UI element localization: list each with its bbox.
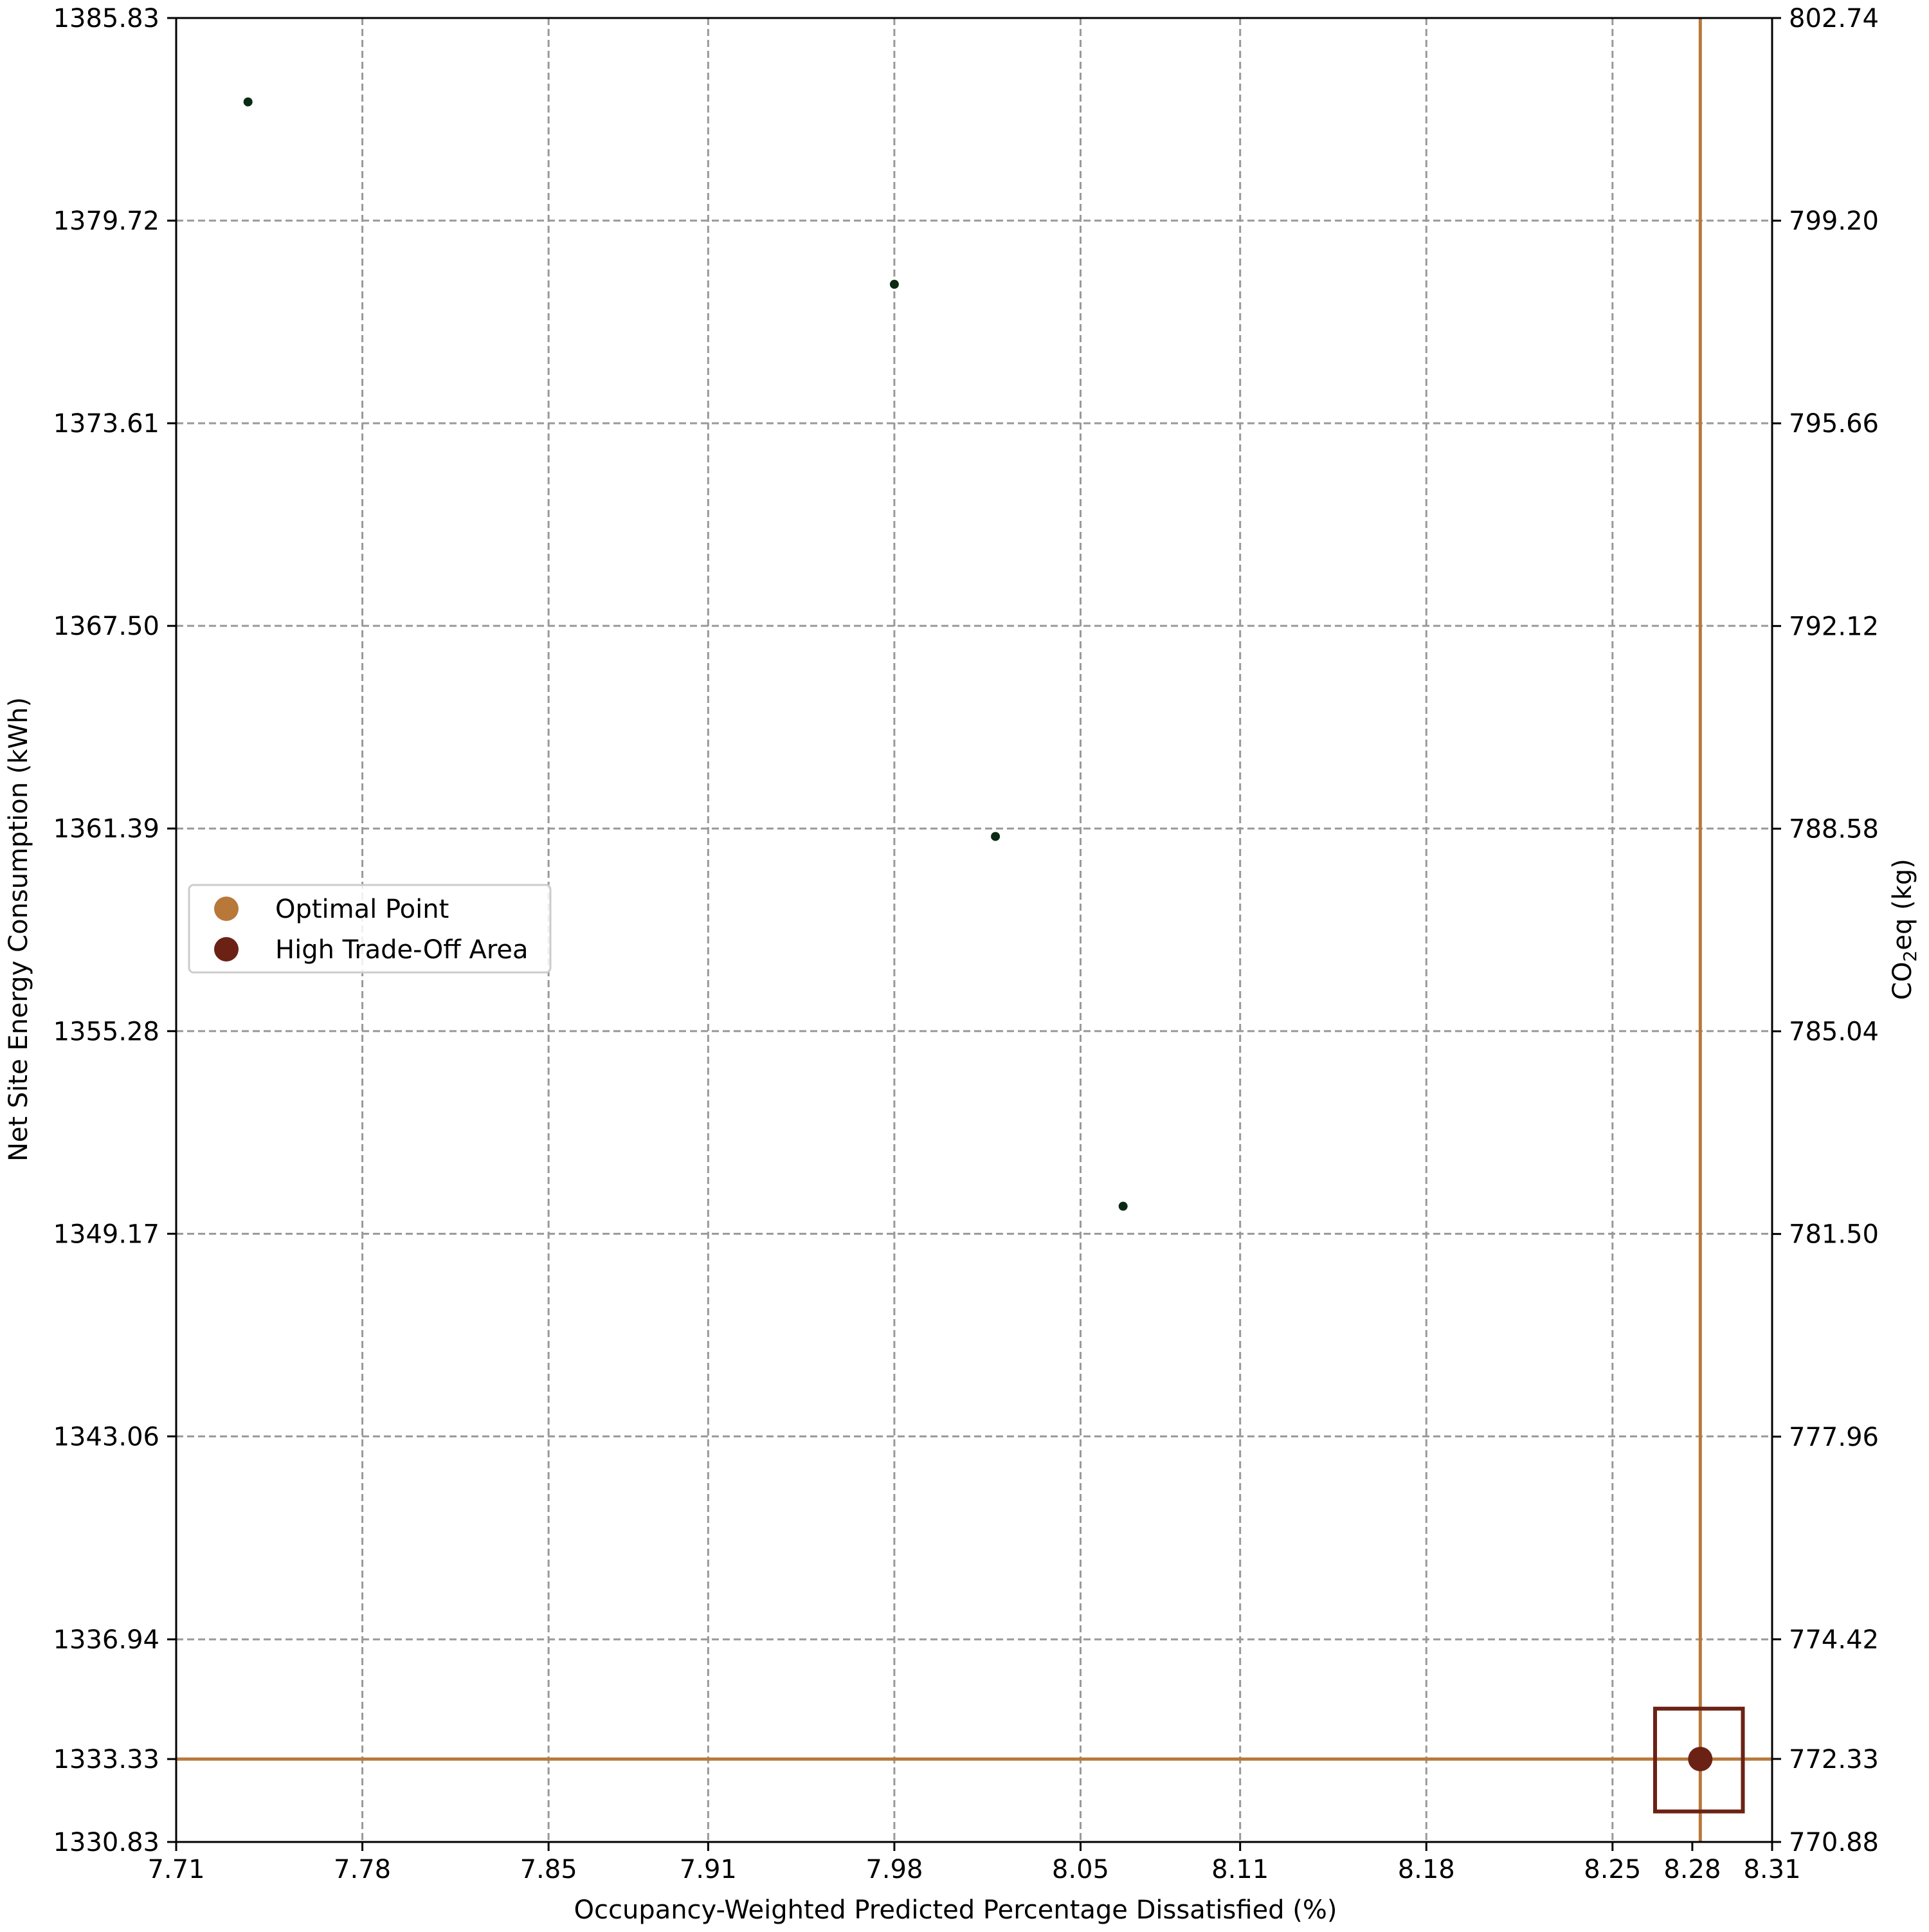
y2-axis-label-prefix: CO — [1888, 961, 1917, 999]
scatter-point — [1118, 1201, 1128, 1211]
guide-layer — [176, 18, 1772, 1842]
legend-frame — [188, 884, 552, 974]
scatter-point — [991, 832, 1001, 841]
optimal-point-marker — [1688, 1747, 1713, 1772]
y-tick-label: 1349.17 — [53, 1219, 159, 1249]
grid-layer — [176, 18, 1772, 1842]
x-tick-label: 8.18 — [1398, 1855, 1455, 1884]
y2-tick-label: 788.58 — [1789, 814, 1879, 844]
y2-tick-label: 777.96 — [1789, 1423, 1879, 1452]
x-tick-label: 8.25 — [1584, 1855, 1641, 1884]
y2-tick-label: 792.12 — [1789, 612, 1879, 641]
y-tick-label: 1379.72 — [53, 206, 159, 236]
x-tick-label: 8.28 — [1663, 1855, 1721, 1884]
x-tick-label: 7.71 — [147, 1855, 204, 1884]
y2-tick-label: 795.66 — [1789, 409, 1879, 439]
y-tick-label: 1343.06 — [53, 1422, 159, 1452]
y-tick-label: 1333.33 — [53, 1745, 159, 1774]
x-tick-label: 8.31 — [1743, 1855, 1800, 1884]
legend-marker-high-tradeoff-area — [214, 937, 239, 961]
x-tick-label: 7.91 — [680, 1855, 737, 1884]
legend: Optimal Point High Trade-Off Area — [188, 884, 552, 974]
y2-tick-label: 770.88 — [1789, 1828, 1879, 1857]
y-tick-label: 1373.61 — [53, 409, 159, 439]
y-tick-label: 1361.39 — [53, 814, 159, 844]
y-tick-label: 1367.50 — [53, 612, 159, 641]
y2-tick-label: 785.04 — [1789, 1017, 1879, 1047]
point-layer — [243, 97, 1713, 1772]
x-tick-label: 8.11 — [1211, 1855, 1269, 1884]
high-tradeoff-area-box — [1653, 1706, 1745, 1814]
y-axis-label: Net Site Energy Consumption (kWh) — [4, 697, 33, 1162]
y-tick-label: 1355.28 — [53, 1017, 159, 1046]
x-tick-label: 7.85 — [520, 1855, 577, 1884]
y2-tick-label: 802.74 — [1789, 4, 1879, 33]
y2-tick-label: 772.33 — [1789, 1745, 1879, 1774]
y2-axis-label-suffix: eq (kg) — [1888, 859, 1917, 950]
legend-label-high-tradeoff-area: High Trade-Off Area — [275, 935, 529, 965]
x-tick-label: 8.05 — [1052, 1855, 1109, 1884]
legend-marker-optimal-point — [214, 897, 239, 921]
x-tick-label: 7.98 — [865, 1855, 923, 1884]
axis-layer — [175, 17, 1773, 1843]
y2-tick-label: 774.42 — [1789, 1625, 1879, 1655]
x-axis-label: Occupancy-Weighted Predicted Percentage … — [574, 1895, 1337, 1925]
x-tick-label: 7.78 — [334, 1855, 391, 1884]
y-tick-label: 1330.83 — [53, 1828, 159, 1857]
y-tick-label: 1385.83 — [53, 4, 159, 33]
legend-label-optimal-point: Optimal Point — [275, 895, 449, 924]
y2-tick-label: 781.50 — [1789, 1220, 1879, 1250]
y2-axis-label: CO2eq (kg) — [1888, 859, 1921, 1000]
scatter-point — [243, 97, 253, 107]
tick-layer: 7.71 7.78 7.85 7.91 7.98 8.05 8.11 8.18 8.25 8.28… — [53, 4, 1879, 1884]
y-tick-label: 1336.94 — [53, 1625, 159, 1655]
y2-axis-label-subscript: 2 — [1899, 951, 1921, 962]
scatter-point — [889, 280, 899, 289]
y2-tick-label: 799.20 — [1789, 206, 1879, 236]
